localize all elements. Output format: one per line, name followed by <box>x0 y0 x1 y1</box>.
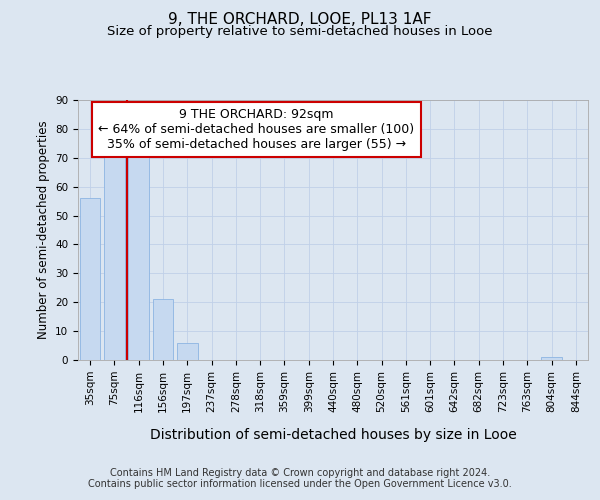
Bar <box>104 146 125 360</box>
Bar <box>80 198 100 360</box>
Text: Contains HM Land Registry data © Crown copyright and database right 2024.: Contains HM Land Registry data © Crown c… <box>110 468 490 477</box>
Bar <box>152 300 173 360</box>
Text: 9 THE ORCHARD: 92sqm
← 64% of semi-detached houses are smaller (100)
35% of semi: 9 THE ORCHARD: 92sqm ← 64% of semi-detac… <box>98 108 415 151</box>
Bar <box>541 357 562 360</box>
Text: Size of property relative to semi-detached houses in Looe: Size of property relative to semi-detach… <box>107 25 493 38</box>
Text: 9, THE ORCHARD, LOOE, PL13 1AF: 9, THE ORCHARD, LOOE, PL13 1AF <box>168 12 432 28</box>
Text: Distribution of semi-detached houses by size in Looe: Distribution of semi-detached houses by … <box>149 428 517 442</box>
Text: Contains public sector information licensed under the Open Government Licence v3: Contains public sector information licen… <box>88 479 512 489</box>
Bar <box>128 146 149 360</box>
Bar <box>177 342 197 360</box>
Y-axis label: Number of semi-detached properties: Number of semi-detached properties <box>37 120 50 340</box>
